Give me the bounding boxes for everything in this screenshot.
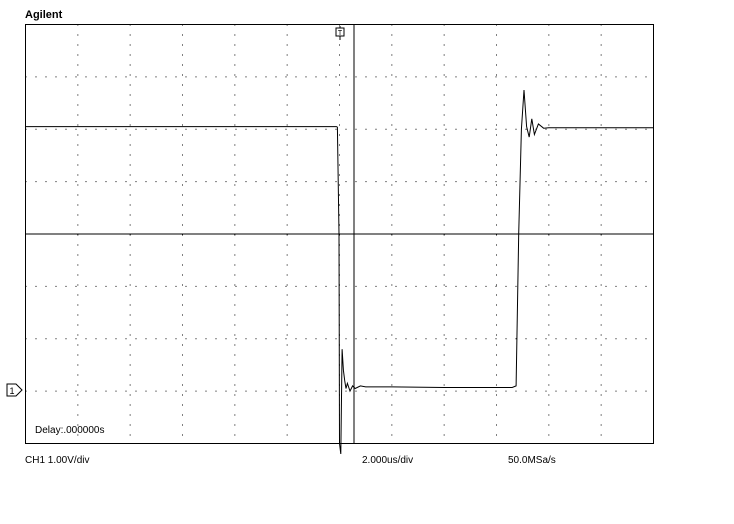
brand-logo: Agilent [25, 9, 63, 21]
graticule [25, 24, 654, 444]
trace-series-1 [25, 89, 654, 455]
svg-text:T: T [338, 30, 343, 37]
delay-readout: Delay:.000000s [35, 425, 105, 436]
waveform-trace [25, 89, 654, 455]
channel-scale-readout: CH1 1.00V/div [25, 455, 90, 466]
svg-text:1: 1 [9, 386, 14, 396]
channel-1-marker[interactable]: 1 [6, 383, 23, 397]
trigger-marker: T [335, 26, 345, 40]
sample-rate-readout: 50.0MSa/s [508, 455, 556, 466]
timebase-readout: 2.000us/div [362, 455, 414, 466]
